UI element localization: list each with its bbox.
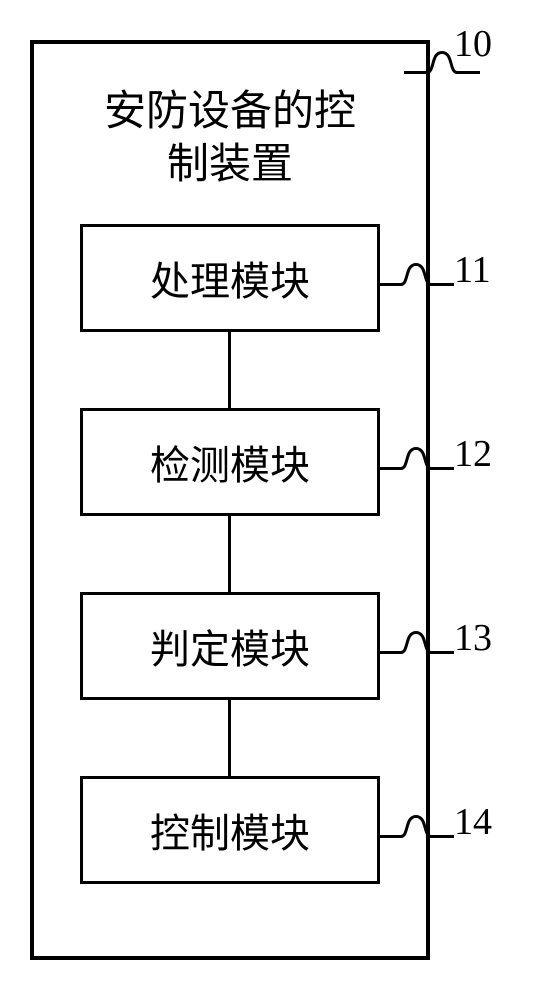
module-ref-number: 14	[454, 800, 492, 844]
module-detection: 检测模块	[80, 408, 380, 516]
diagram-title: 安防设备的控制装置	[60, 86, 400, 191]
lead-line	[378, 240, 454, 286]
lead-line	[378, 608, 454, 654]
connector	[228, 700, 231, 776]
module-label: 处理模块	[150, 249, 310, 307]
module-decision: 判定模块	[80, 592, 380, 700]
outer-ref-number: 10	[454, 22, 492, 66]
lead-line	[378, 792, 454, 838]
module-label: 控制模块	[150, 801, 310, 859]
connector	[228, 516, 231, 592]
module-ref-number: 12	[454, 432, 492, 476]
lead-line	[378, 424, 454, 470]
connector	[228, 332, 231, 408]
module-control: 控制模块	[80, 776, 380, 884]
module-processing: 处理模块	[80, 224, 380, 332]
module-label: 检测模块	[150, 433, 310, 491]
title-line-2: 制装置	[60, 139, 400, 192]
module-ref-number: 11	[454, 248, 491, 292]
module-ref-number: 13	[454, 616, 492, 660]
module-label: 判定模块	[150, 617, 310, 675]
title-line-1: 安防设备的控	[60, 86, 400, 139]
diagram-canvas: 10 安防设备的控制装置处理模块 11 检测模块 12 判定模块 13 控制模块 14	[0, 0, 536, 995]
